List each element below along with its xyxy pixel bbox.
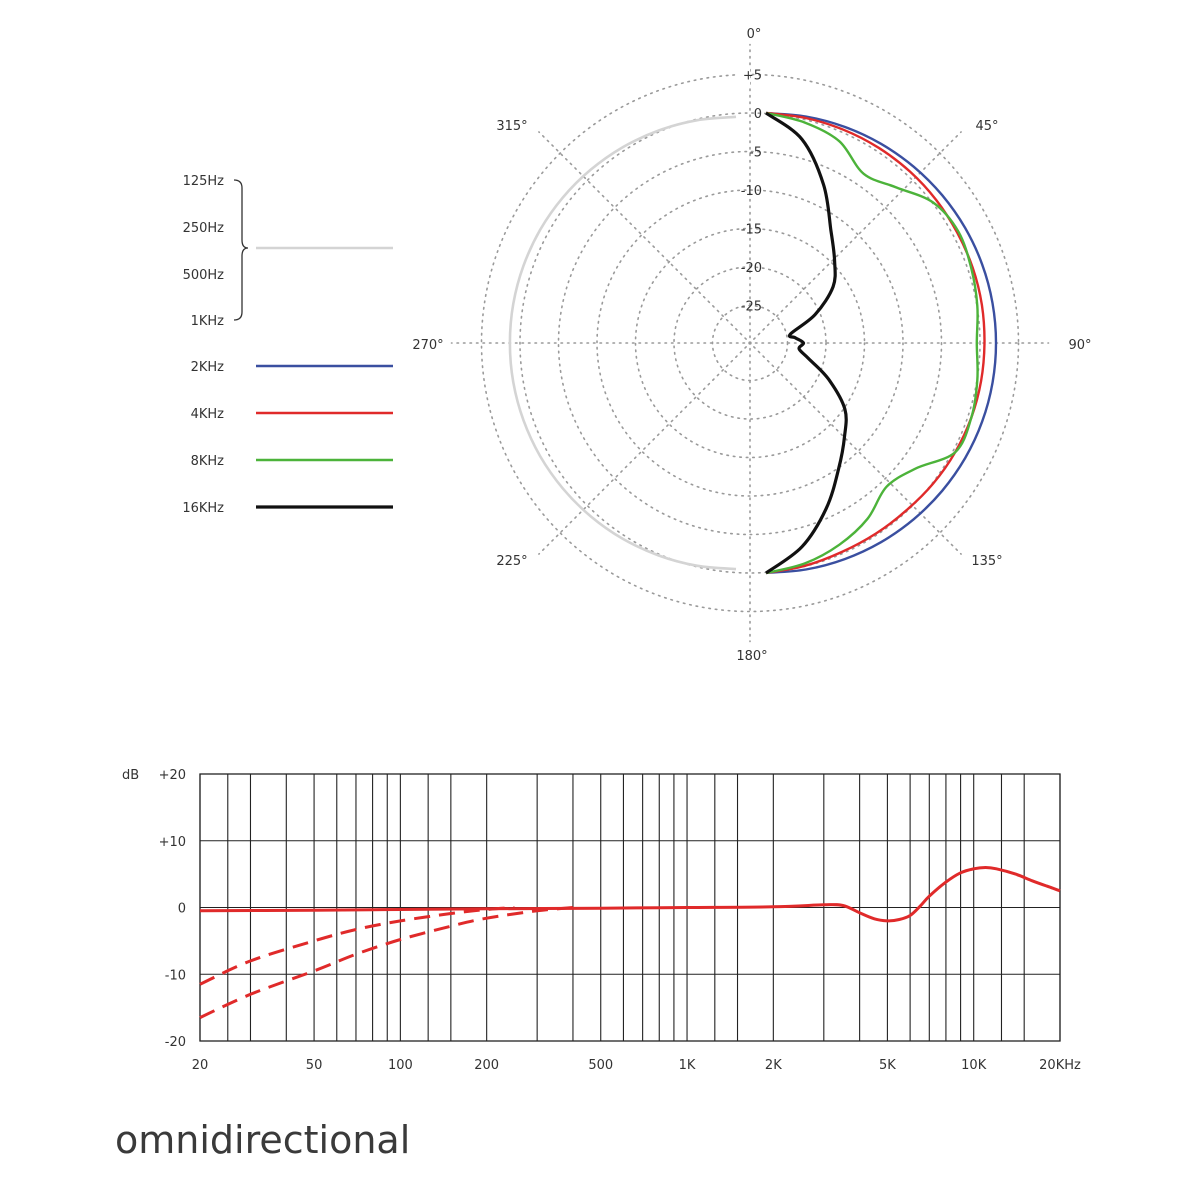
polar-angle-label: 135°: [971, 554, 1002, 569]
frequency-y-axis-label: dB: [122, 768, 139, 783]
polar-radial-tick-label: +5: [743, 69, 762, 84]
polar-labels: +5 0 -5 -10 -15 -20 -25 0° 45° 90° 135° 180° 225° 270…: [412, 27, 1091, 664]
polar-ring: [596, 189, 904, 497]
polar-series-2khz: [765, 111, 998, 575]
polar-series: [508, 111, 998, 575]
frequency-x-tick-label: 20KHz: [1039, 1058, 1081, 1073]
polar-series-4khz: [765, 111, 986, 575]
polar-series-125hz-1khz: [508, 115, 737, 571]
frequency-labels: 20 50 100 200 500 1K 2K 5K 10K 20KHz +20 +10 0 -10 -20…: [122, 768, 1081, 1073]
polar-radial-tick-label: -10: [741, 184, 762, 199]
polar-radial-tick-label: -15: [741, 223, 762, 238]
polar-ring: [673, 266, 827, 420]
polar-ring: [480, 73, 1020, 613]
pattern-caption: omnidirectional: [115, 1118, 411, 1162]
frequency-x-tick-label: 1K: [679, 1058, 696, 1073]
polar-grid: [450, 43, 1050, 643]
frequency-y-tick-label: 0: [178, 902, 186, 917]
polar-angle-label: 225°: [496, 554, 527, 569]
frequency-response-chart: 20 50 100 200 500 1K 2K 5K 10K 20KHz +20 +10 0 -10 -20…: [122, 768, 1081, 1073]
polar-series-8khz: [765, 111, 979, 575]
polar-radial-tick-label: -20: [741, 261, 762, 276]
polar-angle-label: 0°: [747, 27, 762, 42]
legend-label: 1KHz: [191, 314, 225, 329]
polar-angle-label: 90°: [1068, 338, 1091, 353]
frequency-series-solid: [199, 865, 1061, 923]
polar-spoke: [748, 131, 962, 345]
frequency-x-tick-label: 100: [388, 1058, 413, 1073]
frequency-series: [199, 865, 1061, 1019]
frequency-y-tick-label: +20: [159, 768, 186, 783]
legend-label: 4KHz: [191, 407, 225, 422]
polar-legend: 125Hz 250Hz 500Hz 1KHz 2KHz 4KHz 8KHz 16KHz: [182, 174, 393, 516]
polar-series-16khz: [765, 111, 848, 575]
polar-ring: [519, 112, 981, 574]
frequency-x-tick-label: 50: [306, 1058, 323, 1073]
frequency-x-tick-label: 20: [192, 1058, 209, 1073]
frequency-y-tick-label: -10: [165, 968, 186, 983]
frequency-x-tick-label: 500: [588, 1058, 613, 1073]
polar-ring: [634, 227, 866, 459]
polar-radial-tick-label: -25: [741, 300, 762, 315]
polar-radial-tick-label: 0: [754, 107, 762, 122]
legend-bracket: [233, 179, 249, 321]
frequency-y-tick-label: +10: [159, 835, 186, 850]
frequency-x-tick-label: 5K: [879, 1058, 896, 1073]
polar-radial-tick-label: -5: [749, 146, 762, 161]
frequency-series-dashed: [199, 906, 515, 986]
polar-spoke: [538, 131, 752, 345]
legend-label: 125Hz: [183, 174, 225, 189]
legend-label: 250Hz: [183, 221, 225, 236]
frequency-x-tick-label: 10K: [961, 1058, 987, 1073]
frequency-x-tick-label: 200: [474, 1058, 499, 1073]
polar-ring: [557, 150, 943, 536]
legend-label: 16KHz: [182, 501, 224, 516]
frequency-series-dashed: [199, 906, 574, 1019]
polar-angle-label: 270°: [412, 338, 443, 353]
polar-spoke: [748, 341, 962, 555]
legend-label: 8KHz: [191, 454, 225, 469]
polar-spoke: [538, 341, 752, 555]
legend-label: 2KHz: [191, 360, 225, 375]
polar-angle-label: 315°: [496, 119, 527, 134]
legend-label: 500Hz: [183, 268, 225, 283]
frequency-x-tick-label: 2K: [765, 1058, 782, 1073]
polar-pattern-chart: +5 0 -5 -10 -15 -20 -25 0° 45° 90° 135° 180° 225° 270…: [182, 27, 1091, 664]
polar-angle-label: 45°: [975, 119, 998, 134]
polar-angle-label: 180°: [736, 649, 767, 664]
frequency-y-tick-label: -20: [165, 1035, 186, 1050]
polar-gap: [736, 68, 750, 87]
